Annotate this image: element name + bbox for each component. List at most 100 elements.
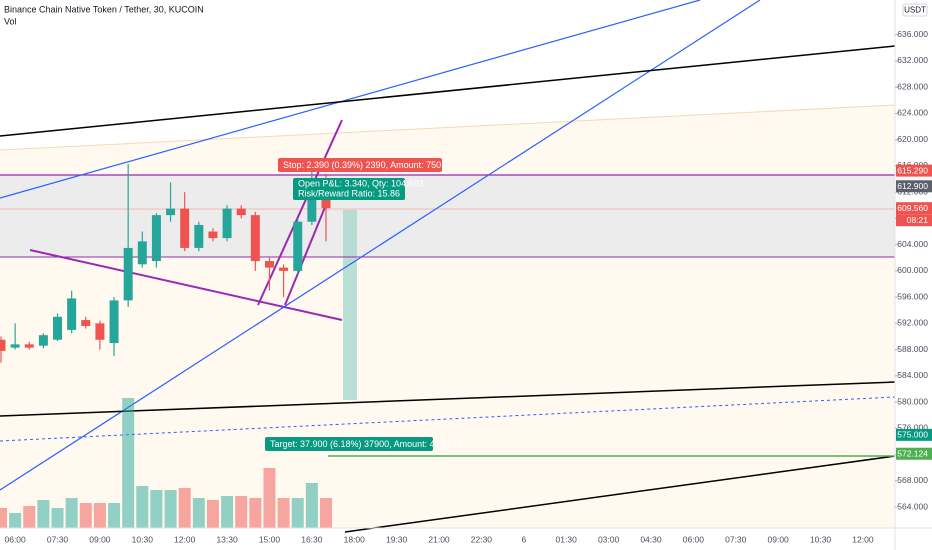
x-tick-label: 06:00 — [4, 534, 26, 544]
x-tick-label: 03:00 — [598, 534, 620, 544]
y-tick-label: 588.000 — [897, 344, 928, 354]
y-tick-label: 584.000 — [897, 370, 928, 380]
countdown: 08:21 — [907, 215, 929, 225]
volume-bar — [221, 496, 234, 528]
zone-bg — [0, 105, 895, 528]
volume-bar — [249, 498, 262, 528]
candle-body — [293, 221, 303, 271]
volume-bar — [9, 513, 22, 528]
candle-body — [95, 323, 105, 340]
volume-bar — [93, 503, 106, 528]
volume-bar — [164, 490, 177, 528]
purple-line — [284, 194, 331, 306]
volume-bar — [277, 498, 290, 528]
marks — [0, 163, 332, 528]
purple-line — [257, 119, 343, 306]
candle-body — [264, 261, 274, 268]
candle-body — [194, 224, 204, 248]
volume-bar — [192, 498, 205, 528]
y-tick-label: 624.000 — [897, 108, 928, 118]
volume-bar — [150, 490, 163, 528]
pnl-box — [293, 178, 405, 200]
volume-bar — [136, 486, 149, 528]
trend-line — [0, 104, 896, 151]
x-tick-label: 12:00 — [174, 534, 196, 544]
candle-body — [38, 335, 48, 346]
x-tick-label: 10:30 — [810, 534, 832, 544]
candle-body — [279, 267, 289, 271]
candle-body — [109, 300, 119, 344]
x-tick-label: 04:30 — [640, 534, 662, 544]
volume-label: Vol — [4, 16, 17, 26]
volume-bar — [263, 468, 276, 528]
y-tick-label: 580.000 — [897, 396, 928, 406]
candle-body — [307, 179, 317, 222]
chart-title: Binance Chain Native Token / Tether, 30,… — [4, 4, 204, 14]
candle-body — [151, 215, 161, 262]
stop-box — [278, 158, 442, 172]
volume-bar — [108, 503, 121, 528]
x-tick-label: 13:30 — [216, 534, 238, 544]
x-tick-label: 16:30 — [301, 534, 323, 544]
volume-bar — [235, 496, 248, 528]
candle-body — [0, 339, 6, 351]
price-label-box — [896, 164, 932, 177]
trend-line — [0, 45, 896, 137]
x-tick-label: 22:30 — [471, 534, 493, 544]
volume-bar — [0, 508, 7, 528]
volume-bar — [291, 498, 304, 528]
price-label: 572.124 — [897, 448, 928, 458]
currency-box[interactable] — [902, 3, 928, 17]
axes: 564.000568.000572.000576.000580.000584.0… — [4, 29, 932, 544]
countdown-box — [896, 214, 932, 227]
trend-line — [0, 396, 896, 442]
volume-bar — [65, 498, 78, 528]
candle-body — [67, 298, 77, 330]
x-tick-label: 21:00 — [428, 534, 450, 544]
candle-body — [24, 344, 34, 348]
y-tick-label: 596.000 — [897, 291, 928, 301]
price-label-box — [896, 202, 932, 215]
volume-bar — [305, 483, 318, 528]
range-zone — [0, 175, 895, 257]
price-label-box — [896, 447, 932, 460]
volume-bar — [206, 500, 219, 528]
volume-bar — [319, 498, 332, 528]
y-tick-label: 568.000 — [897, 475, 928, 485]
x-tick-label: 6 — [521, 534, 526, 544]
y-tick-label: 620.000 — [897, 134, 928, 144]
price-label: 609.560 — [897, 203, 928, 213]
candle-body — [208, 231, 218, 239]
trend-line — [0, 381, 896, 417]
price-label: 615.290 — [897, 165, 928, 175]
y-tick-label: 576.000 — [897, 423, 928, 433]
currency: USDT — [904, 6, 926, 15]
target-zone — [343, 210, 357, 400]
price-label-box — [896, 428, 932, 441]
price-label: 612.900 — [897, 181, 928, 191]
x-tick-label: 19:30 — [386, 534, 408, 544]
candle-body — [137, 241, 147, 265]
candle-body — [166, 208, 176, 216]
y-tick-label: 636.000 — [897, 29, 928, 39]
y-tick-label: 628.000 — [897, 81, 928, 91]
volume-bar — [79, 503, 92, 528]
y-tick-label: 600.000 — [897, 265, 928, 275]
volume-bar — [122, 398, 135, 528]
candle-body — [53, 316, 63, 340]
candle-body — [10, 344, 20, 348]
trend-line — [0, 0, 701, 199]
candle-body — [180, 208, 190, 248]
y-tick-label: 564.000 — [897, 501, 928, 511]
x-tick-label: 01:30 — [556, 534, 578, 544]
volume-bar — [37, 500, 50, 528]
price-label-box — [896, 180, 932, 193]
price-label: 575.000 — [897, 430, 928, 440]
rr-label: Risk/Reward Ratio: 15.86 — [298, 188, 400, 198]
y-tick-label: 632.000 — [897, 55, 928, 65]
x-tick-label: 12:00 — [852, 534, 874, 544]
candle-body — [123, 247, 133, 301]
purple-line — [29, 249, 343, 321]
x-tick-label: 07:30 — [47, 534, 69, 544]
